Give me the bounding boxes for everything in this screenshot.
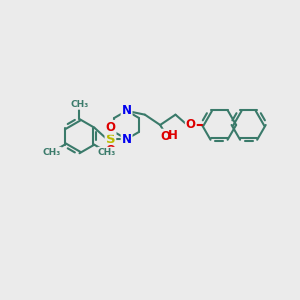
Text: S: S: [106, 133, 115, 146]
Text: CH₃: CH₃: [70, 100, 88, 109]
Text: CH₃: CH₃: [98, 148, 116, 157]
Text: O: O: [105, 144, 116, 158]
Text: CH₃: CH₃: [43, 148, 61, 157]
Text: O: O: [186, 118, 196, 131]
Text: O: O: [160, 130, 170, 143]
Text: H: H: [168, 129, 178, 142]
Text: N: N: [122, 104, 132, 117]
Text: O: O: [105, 121, 116, 134]
Text: N: N: [122, 133, 132, 146]
